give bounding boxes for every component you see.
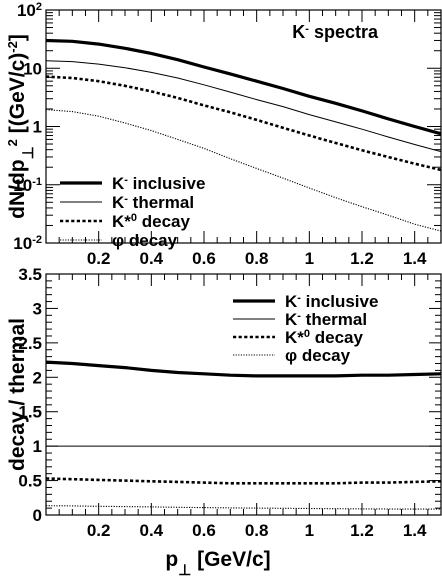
- y-tick-label: 1: [33, 437, 42, 456]
- x-tick-label: 0.4: [140, 249, 164, 268]
- x-tick-label: 0.4: [140, 521, 164, 540]
- y-tick-exponent: -1: [32, 176, 42, 188]
- x-tick-label: 0.6: [192, 521, 216, 540]
- y-axis-title: dN/dp⊥2 [(GeV/c)-2]: [5, 34, 37, 219]
- x-tick-label: 0.6: [192, 249, 216, 268]
- series-line-3: [46, 109, 441, 232]
- legend-label: K- inclusive: [112, 174, 205, 193]
- y-tick-base: 1: [33, 118, 42, 137]
- series-line-3: [46, 505, 441, 510]
- legend-label: K- thermal: [112, 193, 194, 212]
- y-tick-label: 10-2: [13, 234, 42, 253]
- plot-frame: [45, 273, 442, 516]
- x-axis: 0.2 0.4 0.6 0.8 1 1.2 1.4: [58, 10, 429, 268]
- x-tick-label: 0.2: [87, 521, 111, 540]
- legend-label: K- thermal: [285, 310, 367, 329]
- y-tick-label: 3: [33, 299, 42, 318]
- y-axis-title: decay / thermal: [6, 318, 29, 471]
- series-line-0: [46, 38, 441, 136]
- series-line-0: [46, 360, 441, 378]
- y-tick-exponent: -2: [32, 234, 42, 246]
- x-tick-label: 0.8: [245, 521, 269, 540]
- series-line-1: [46, 60, 441, 153]
- y-tick-label: 102: [17, 1, 42, 20]
- y-tick-base: 10: [23, 59, 42, 78]
- y-tick-label: 1: [33, 118, 42, 137]
- y-tick-label: 3.5: [18, 265, 42, 284]
- series-group: [46, 38, 441, 232]
- series-line-2: [46, 477, 441, 485]
- series-group: [46, 360, 441, 510]
- y-tick-base: 10: [13, 234, 32, 253]
- x-tick-label: 1: [305, 249, 314, 268]
- y-tick-label: 0: [33, 506, 42, 525]
- y-tick-exponent: 2: [36, 1, 42, 13]
- y-tick-label: 2: [33, 368, 42, 387]
- y-tick-label: 10: [23, 59, 42, 78]
- x-tick-label: 0.2: [87, 249, 111, 268]
- chart-title: K- spectra: [292, 22, 379, 42]
- x-axis: 0.2 0.4 0.6 0.8 1 1.2 1.4: [58, 274, 429, 540]
- legend-label: K*0 decay: [112, 212, 191, 231]
- x-tick-label: 1.4: [403, 249, 427, 268]
- legend-label: K- inclusive: [285, 292, 378, 311]
- y-tick-label: 2.5: [18, 334, 42, 353]
- legend-label: φ decay: [112, 231, 178, 250]
- y-tick-base: 10: [13, 176, 32, 195]
- y-tick-label: 1.5: [18, 403, 42, 422]
- y-tick-base: 10: [17, 1, 36, 20]
- x-tick-label: 1: [305, 521, 314, 540]
- x-axis-title: p⊥ [GeV/c]: [165, 548, 270, 579]
- x-tick-label: 0.8: [245, 249, 269, 268]
- y-tick-label: 0.5: [18, 472, 42, 491]
- x-tick-label: 1.2: [350, 249, 374, 268]
- legend-label: φ decay: [285, 346, 351, 365]
- x-tick-label: 1.2: [350, 521, 374, 540]
- legend-label: K*0 decay: [285, 328, 364, 347]
- x-tick-label: 1.4: [403, 521, 427, 540]
- series-line-2: [46, 75, 441, 172]
- y-tick-label: 10-1: [13, 176, 42, 195]
- ratio-panel: 0.2 0.4 0.6 0.8 1 1.2 1.4 0 0.5 1 1.5 2 2.5 3 3.5 K- in…: [6, 265, 442, 579]
